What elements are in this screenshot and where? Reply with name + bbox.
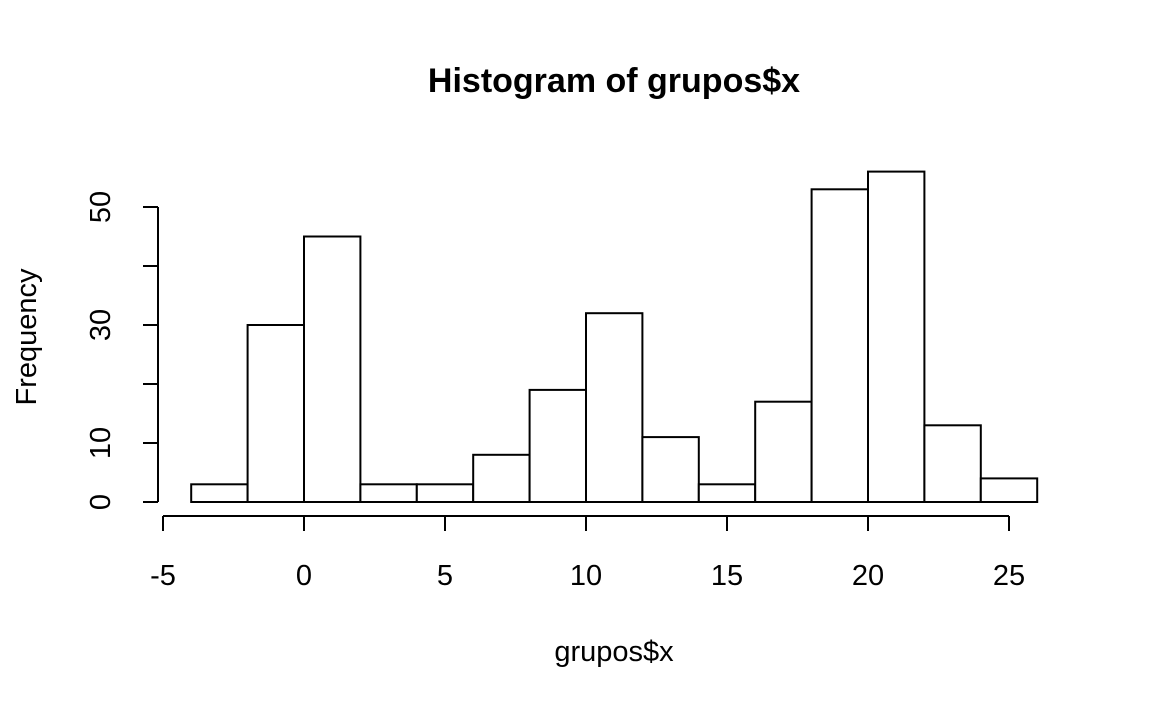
histogram-bar: [697, 483, 757, 503]
histogram-bar: [303, 235, 362, 503]
x-tick-label: -5: [150, 560, 176, 592]
y-axis-label: Frequency: [11, 268, 43, 406]
histogram-bar: [979, 477, 1039, 503]
y-tick-label: 50: [85, 191, 117, 223]
x-tick-label: 0: [296, 560, 312, 592]
x-tick-label: 5: [437, 560, 453, 592]
x-tick-label: 15: [711, 560, 743, 592]
histogram-bar: [810, 188, 869, 504]
histogram-bar: [472, 453, 531, 503]
x-tick-label: 10: [570, 560, 602, 592]
x-tick-label: 20: [852, 560, 884, 592]
histogram-bar: [415, 483, 475, 503]
histogram-bars: [190, 170, 1039, 504]
histogram-bar: [585, 312, 644, 504]
x-axis: -5 0 5 10 15 20 25: [150, 515, 1025, 592]
x-axis-label: grupos$x: [554, 636, 674, 668]
histogram-bar: [641, 436, 700, 504]
histogram-bar: [754, 400, 813, 504]
y-tick-label: 0: [85, 494, 117, 510]
y-axis: 0 10 30 50: [85, 191, 159, 510]
y-tick-label: 10: [85, 427, 117, 459]
y-tick-label: 30: [85, 309, 117, 341]
histogram-bar: [923, 424, 982, 503]
histogram-bar: [190, 483, 249, 503]
histogram-bar: [528, 388, 587, 503]
histogram-bar: [246, 324, 306, 503]
chart-title: Histogram of grupos$x: [428, 62, 800, 100]
histogram-bar: [359, 483, 418, 503]
x-tick-label: 25: [993, 560, 1025, 592]
histogram-bar: [867, 170, 926, 503]
